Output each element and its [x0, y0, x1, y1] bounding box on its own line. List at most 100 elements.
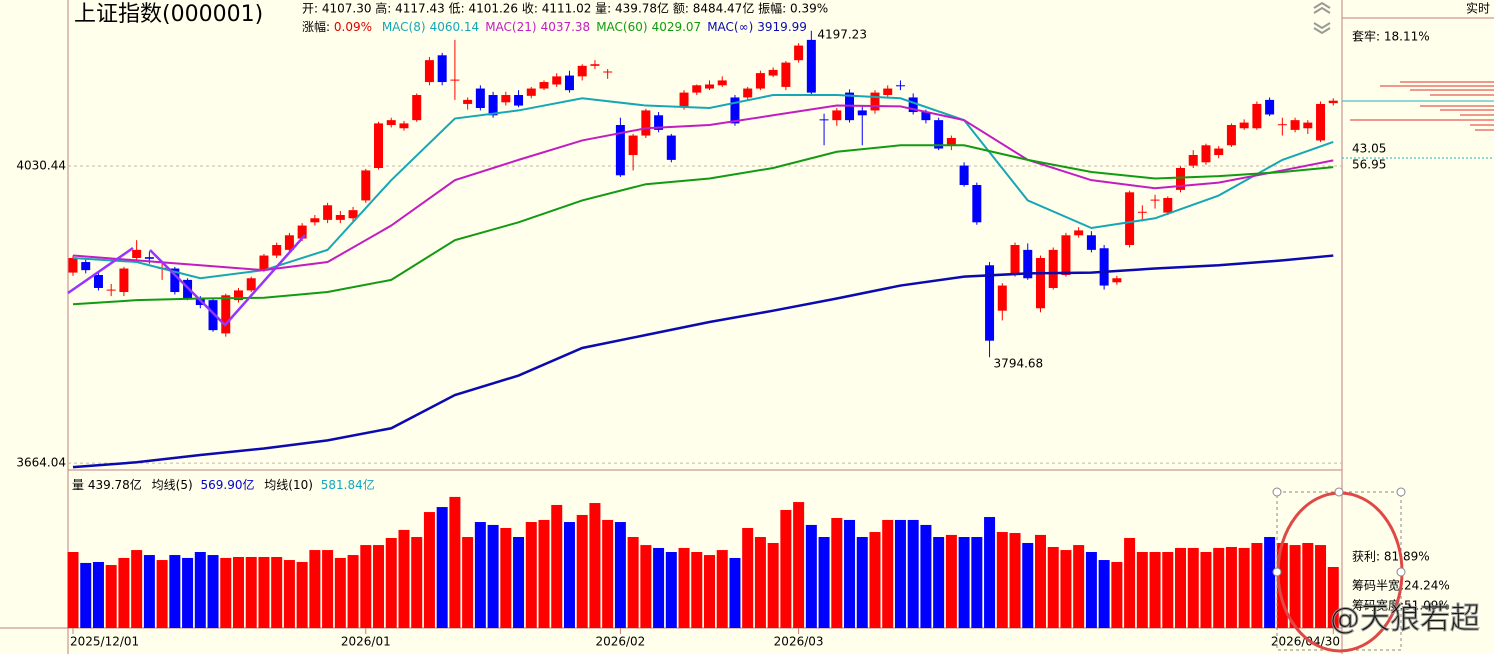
drawn-line	[67, 246, 134, 295]
volume-bar	[474, 522, 486, 628]
candle-body	[272, 245, 282, 256]
high-label: 4197.23	[817, 27, 867, 41]
candle-body	[1010, 245, 1020, 276]
volume-bar	[869, 532, 881, 628]
candle-body	[374, 123, 384, 168]
candle-body	[259, 255, 269, 271]
candle-body	[908, 97, 918, 113]
quote-line: 开: 4107.30 高: 4117.43 低: 4101.26 收: 4111…	[302, 1, 828, 16]
candle-body	[412, 95, 422, 121]
selection-handles[interactable]	[1272, 487, 1406, 577]
volume-bar	[729, 557, 741, 628]
ma-value: 3919.99	[757, 20, 807, 34]
volume-bar	[1289, 545, 1301, 628]
volume-bar	[640, 545, 652, 628]
volume-bar	[538, 519, 550, 628]
volume-bar	[92, 561, 104, 628]
volume-bar	[385, 537, 397, 628]
volume-bar	[347, 555, 359, 628]
ma-value: 4060.14	[430, 20, 480, 34]
volume-bar	[614, 522, 626, 628]
candle-body	[170, 268, 180, 293]
candle-body	[1086, 235, 1096, 250]
drawn-line	[149, 234, 306, 327]
candle-body	[1150, 199, 1160, 201]
volume-bar	[831, 518, 843, 628]
candle-body	[81, 262, 91, 271]
volume-bar	[907, 519, 919, 628]
volume-bar	[258, 556, 270, 628]
candle-body	[959, 165, 969, 186]
volume-bar	[1009, 532, 1021, 628]
ma-name: MAC(21)	[485, 20, 536, 34]
volume-bar	[996, 532, 1008, 628]
chip-distribution	[1350, 81, 1494, 131]
volume-bar	[232, 556, 244, 628]
chip-lower: 56.95	[1352, 158, 1386, 172]
volume-bar	[398, 529, 410, 628]
candle-body	[1125, 192, 1135, 246]
candle-body	[1201, 145, 1211, 163]
candle-body	[705, 84, 714, 89]
candle-body	[233, 290, 243, 301]
volume-bar	[1149, 551, 1161, 628]
candle-body	[1176, 167, 1186, 190]
candle-body	[1328, 100, 1338, 104]
volume-bar	[1238, 547, 1250, 628]
candle-body	[361, 170, 371, 201]
ma5-value: 569.90亿	[200, 477, 254, 492]
volume-bar	[780, 509, 792, 628]
volume-bar	[1187, 547, 1199, 628]
moving-average	[72, 104, 1334, 272]
candle-body	[819, 119, 829, 121]
candle-body	[463, 99, 473, 104]
change-label: 涨幅:	[302, 19, 330, 34]
candle-body	[603, 71, 613, 73]
candle-body	[1277, 124, 1287, 126]
moving-average	[72, 144, 1334, 306]
volume-bar	[169, 555, 181, 628]
candle-body	[1163, 197, 1173, 213]
candle-body	[934, 120, 944, 149]
volume-bar	[920, 524, 932, 628]
candle-body	[1214, 148, 1224, 156]
candle-body	[144, 257, 154, 259]
volume-bar	[271, 556, 283, 628]
volume-bar	[462, 537, 474, 628]
candle-body	[794, 45, 804, 61]
candle-body	[221, 295, 231, 334]
volume-bar	[576, 514, 588, 628]
volume-bar	[207, 555, 219, 628]
volume-bar	[131, 550, 143, 628]
volume-bar	[602, 519, 614, 628]
volume-bar	[793, 502, 805, 628]
volume-bar	[194, 551, 206, 628]
volume-bar	[143, 555, 155, 628]
candle-body	[1239, 122, 1249, 129]
chip-profit: 获利: 81.89%	[1352, 550, 1430, 564]
volume-bar	[1034, 534, 1046, 628]
candle-body	[1137, 211, 1147, 213]
candle-body	[781, 62, 791, 87]
volume-bar	[1175, 547, 1187, 628]
candle-body	[488, 95, 498, 116]
volume-bar	[1327, 566, 1339, 628]
volume-bar	[105, 565, 117, 628]
candle-body	[857, 110, 867, 116]
candle-body	[310, 218, 320, 223]
chip-upper: 43.05	[1352, 142, 1386, 156]
scroll-buttons[interactable]	[1313, 1, 1331, 35]
volume-bar	[691, 551, 703, 628]
candle-body	[246, 278, 256, 291]
volume-bar	[411, 537, 423, 628]
volume-bar	[67, 551, 79, 628]
volume-bar	[1200, 551, 1212, 628]
volume-bar	[1162, 551, 1174, 628]
ma10-label: 均线(10)	[264, 478, 313, 492]
candle-body	[564, 75, 574, 91]
volume-bar	[296, 561, 308, 628]
chip-mode[interactable]: 实时	[1466, 1, 1490, 16]
volume-bar	[742, 527, 754, 628]
volume-bar	[653, 547, 665, 628]
